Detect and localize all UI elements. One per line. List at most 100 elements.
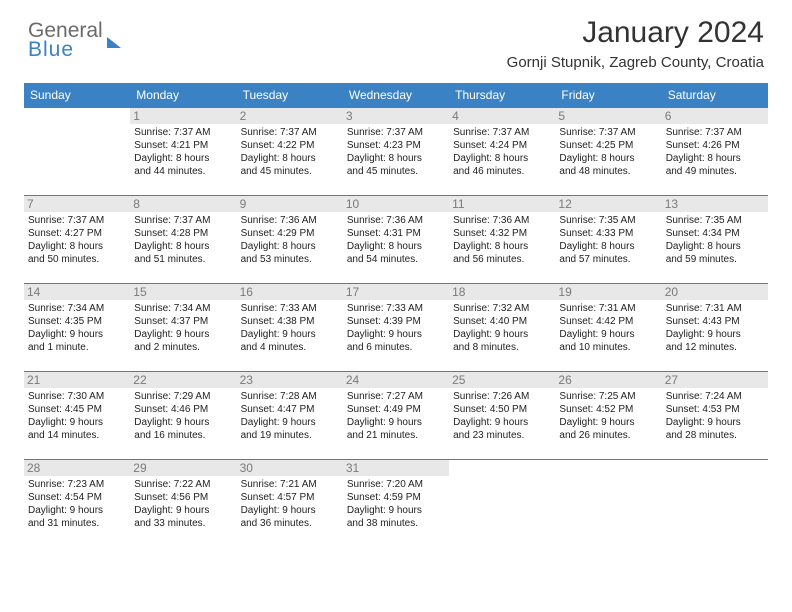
calendar-cell: 27Sunrise: 7:24 AMSunset: 4:53 PMDayligh…: [662, 372, 768, 460]
sunset-text: Sunset: 4:45 PM: [28, 403, 126, 416]
daylight-text: and 46 minutes.: [453, 165, 551, 178]
sunrise-text: Sunrise: 7:23 AM: [28, 478, 126, 491]
sunset-text: Sunset: 4:46 PM: [134, 403, 232, 416]
sunrise-text: Sunrise: 7:27 AM: [347, 390, 445, 403]
day-number: 28: [24, 460, 130, 476]
location-text: Gornji Stupnik, Zagreb County, Croatia: [507, 54, 764, 71]
daylight-text: and 2 minutes.: [134, 341, 232, 354]
day-number: 16: [237, 284, 343, 300]
logo-line2: Blue: [28, 41, 103, 60]
daylight-text: Daylight: 9 hours: [134, 504, 232, 517]
calendar-week-row: 1Sunrise: 7:37 AMSunset: 4:21 PMDaylight…: [24, 108, 768, 196]
sunset-text: Sunset: 4:27 PM: [28, 227, 126, 240]
sunrise-text: Sunrise: 7:21 AM: [241, 478, 339, 491]
daylight-text: Daylight: 8 hours: [666, 152, 764, 165]
daylight-text: Daylight: 9 hours: [666, 416, 764, 429]
calendar-cell: [24, 108, 130, 196]
daylight-text: Daylight: 8 hours: [241, 152, 339, 165]
daylight-text: and 48 minutes.: [559, 165, 657, 178]
calendar-cell: 20Sunrise: 7:31 AMSunset: 4:43 PMDayligh…: [662, 284, 768, 372]
calendar-cell: 15Sunrise: 7:34 AMSunset: 4:37 PMDayligh…: [130, 284, 236, 372]
calendar-cell: [449, 460, 555, 548]
sunrise-text: Sunrise: 7:24 AM: [666, 390, 764, 403]
calendar-cell: 8Sunrise: 7:37 AMSunset: 4:28 PMDaylight…: [130, 196, 236, 284]
sunrise-text: Sunrise: 7:37 AM: [134, 126, 232, 139]
day-number: 6: [662, 108, 768, 124]
calendar-cell: 9Sunrise: 7:36 AMSunset: 4:29 PMDaylight…: [237, 196, 343, 284]
daylight-text: Daylight: 8 hours: [347, 152, 445, 165]
calendar-cell: 18Sunrise: 7:32 AMSunset: 4:40 PMDayligh…: [449, 284, 555, 372]
sunset-text: Sunset: 4:34 PM: [666, 227, 764, 240]
daylight-text: Daylight: 9 hours: [241, 416, 339, 429]
daylight-text: and 51 minutes.: [134, 253, 232, 266]
sunrise-text: Sunrise: 7:29 AM: [134, 390, 232, 403]
calendar-cell: 29Sunrise: 7:22 AMSunset: 4:56 PMDayligh…: [130, 460, 236, 548]
day-number: 11: [449, 196, 555, 212]
day-number: 24: [343, 372, 449, 388]
sunrise-text: Sunrise: 7:37 AM: [453, 126, 551, 139]
sunset-text: Sunset: 4:49 PM: [347, 403, 445, 416]
sunrise-text: Sunrise: 7:37 AM: [559, 126, 657, 139]
calendar-cell: 26Sunrise: 7:25 AMSunset: 4:52 PMDayligh…: [555, 372, 661, 460]
calendar-cell: 10Sunrise: 7:36 AMSunset: 4:31 PMDayligh…: [343, 196, 449, 284]
daylight-text: and 8 minutes.: [453, 341, 551, 354]
daylight-text: and 16 minutes.: [134, 429, 232, 442]
weekday-header-row: Sunday Monday Tuesday Wednesday Thursday…: [24, 83, 768, 108]
calendar-cell: 11Sunrise: 7:36 AMSunset: 4:32 PMDayligh…: [449, 196, 555, 284]
sunset-text: Sunset: 4:47 PM: [241, 403, 339, 416]
daylight-text: and 45 minutes.: [347, 165, 445, 178]
daylight-text: Daylight: 9 hours: [347, 416, 445, 429]
weekday-header: Thursday: [449, 83, 555, 108]
daylight-text: Daylight: 8 hours: [559, 152, 657, 165]
logo: General Blue: [28, 16, 121, 60]
daylight-text: and 31 minutes.: [28, 517, 126, 530]
sunset-text: Sunset: 4:52 PM: [559, 403, 657, 416]
sunset-text: Sunset: 4:35 PM: [28, 315, 126, 328]
sunset-text: Sunset: 4:22 PM: [241, 139, 339, 152]
day-number: 29: [130, 460, 236, 476]
sunrise-text: Sunrise: 7:28 AM: [241, 390, 339, 403]
daylight-text: and 12 minutes.: [666, 341, 764, 354]
daylight-text: and 19 minutes.: [241, 429, 339, 442]
sunrise-text: Sunrise: 7:25 AM: [559, 390, 657, 403]
calendar-week-row: 28Sunrise: 7:23 AMSunset: 4:54 PMDayligh…: [24, 460, 768, 548]
calendar-cell: 16Sunrise: 7:33 AMSunset: 4:38 PMDayligh…: [237, 284, 343, 372]
daylight-text: Daylight: 9 hours: [559, 416, 657, 429]
sunrise-text: Sunrise: 7:22 AM: [134, 478, 232, 491]
daylight-text: Daylight: 8 hours: [134, 152, 232, 165]
sunrise-text: Sunrise: 7:36 AM: [241, 214, 339, 227]
daylight-text: Daylight: 9 hours: [28, 504, 126, 517]
sunrise-text: Sunrise: 7:31 AM: [559, 302, 657, 315]
daylight-text: and 6 minutes.: [347, 341, 445, 354]
calendar-week-row: 14Sunrise: 7:34 AMSunset: 4:35 PMDayligh…: [24, 284, 768, 372]
sunset-text: Sunset: 4:31 PM: [347, 227, 445, 240]
sunrise-text: Sunrise: 7:32 AM: [453, 302, 551, 315]
sunrise-text: Sunrise: 7:37 AM: [134, 214, 232, 227]
daylight-text: Daylight: 8 hours: [453, 152, 551, 165]
sunset-text: Sunset: 4:39 PM: [347, 315, 445, 328]
daylight-text: and 36 minutes.: [241, 517, 339, 530]
weekday-header: Tuesday: [237, 83, 343, 108]
calendar-cell: 1Sunrise: 7:37 AMSunset: 4:21 PMDaylight…: [130, 108, 236, 196]
calendar-cell: 30Sunrise: 7:21 AMSunset: 4:57 PMDayligh…: [237, 460, 343, 548]
calendar-week-row: 7Sunrise: 7:37 AMSunset: 4:27 PMDaylight…: [24, 196, 768, 284]
title-block: January 2024 Gornji Stupnik, Zagreb Coun…: [507, 16, 764, 71]
daylight-text: and 10 minutes.: [559, 341, 657, 354]
sunrise-text: Sunrise: 7:20 AM: [347, 478, 445, 491]
weekday-header: Saturday: [662, 83, 768, 108]
sunset-text: Sunset: 4:57 PM: [241, 491, 339, 504]
sunset-text: Sunset: 4:42 PM: [559, 315, 657, 328]
calendar-cell: 14Sunrise: 7:34 AMSunset: 4:35 PMDayligh…: [24, 284, 130, 372]
daylight-text: Daylight: 9 hours: [347, 328, 445, 341]
day-number: 30: [237, 460, 343, 476]
daylight-text: and 21 minutes.: [347, 429, 445, 442]
month-title: January 2024: [507, 16, 764, 50]
calendar-cell: 7Sunrise: 7:37 AMSunset: 4:27 PMDaylight…: [24, 196, 130, 284]
weekday-header: Wednesday: [343, 83, 449, 108]
day-number: 14: [24, 284, 130, 300]
logo-triangle-icon: [107, 37, 121, 48]
calendar-cell: 4Sunrise: 7:37 AMSunset: 4:24 PMDaylight…: [449, 108, 555, 196]
daylight-text: and 54 minutes.: [347, 253, 445, 266]
calendar-cell: 25Sunrise: 7:26 AMSunset: 4:50 PMDayligh…: [449, 372, 555, 460]
sunrise-text: Sunrise: 7:37 AM: [241, 126, 339, 139]
